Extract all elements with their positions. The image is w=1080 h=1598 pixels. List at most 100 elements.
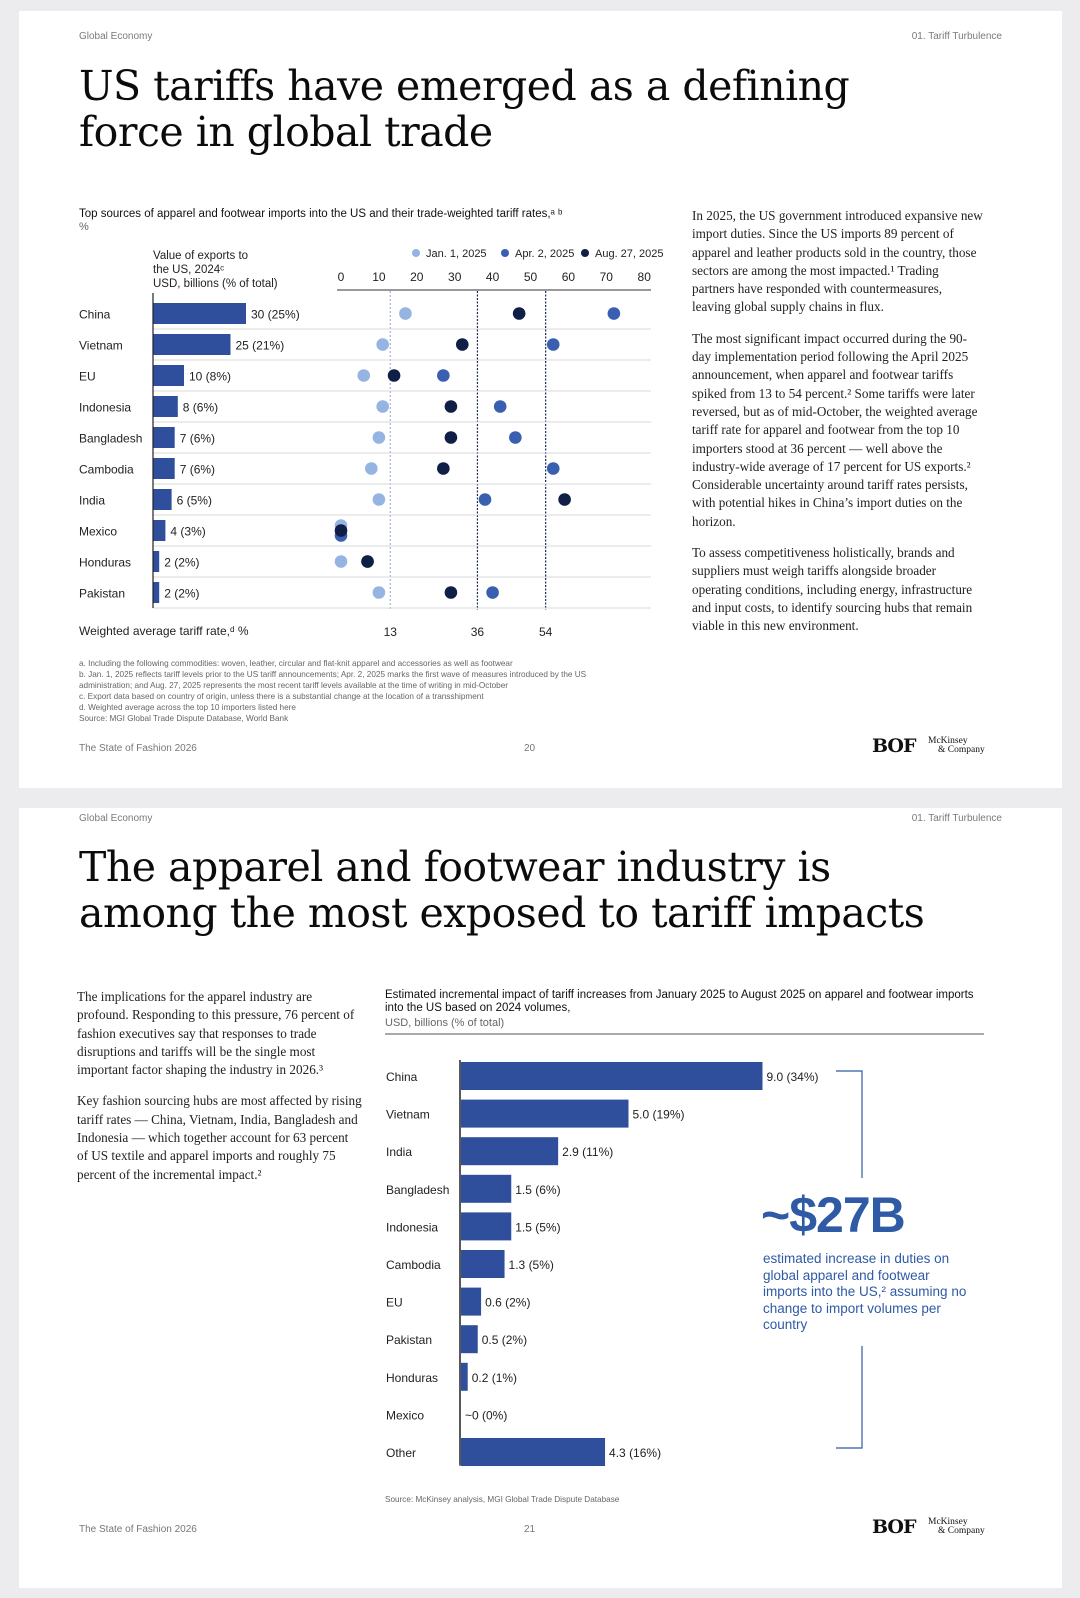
body-text: In 2025, the US government introduced ex…	[692, 207, 984, 649]
country-label: Pakistan	[79, 587, 125, 601]
footnote-b-cont: administration; and Aug. 27, 2025 repres…	[79, 681, 509, 690]
impact-value-label: 0.2 (1%)	[472, 1371, 517, 1385]
value-bar-eu	[153, 365, 184, 386]
body-text: The implications for the apparel industr…	[77, 988, 362, 1197]
value-bar-cambodia	[153, 458, 175, 479]
bof-logo: BOF	[872, 735, 916, 757]
country-label: Indonesia	[79, 401, 131, 415]
tariff-dot-pakistan-aug-27-2025	[444, 586, 458, 599]
country-label: Other	[386, 1446, 416, 1460]
country-label: Bangladesh	[79, 432, 142, 446]
publication-name: The State of Fashion 2026	[79, 743, 197, 754]
country-label: Vietnam	[386, 1108, 430, 1122]
bracket-upper	[836, 1070, 863, 1178]
mckinsey-logo: McKinsey & Company	[928, 1517, 985, 1536]
impact-chart: China 9.0 (34%) Vietnam 5.0 (19%) India 2.9 (…	[385, 1033, 984, 1466]
tariff-dot-vietnam-aug-27-2025	[455, 338, 469, 351]
report-page-21: Global Economy 01. Tariff Turbulence The…	[19, 808, 1062, 1588]
impact-value-label: 0.6 (2%)	[485, 1296, 530, 1310]
value-label: 8 (6%)	[183, 401, 218, 415]
country-label: EU	[386, 1296, 403, 1310]
country-label: EU	[79, 370, 96, 384]
legend-label-jan-1-2025: Jan. 1, 2025	[426, 248, 487, 260]
tariff-dot-eu-aug-27-2025	[387, 369, 401, 382]
country-label: Mexico	[386, 1408, 424, 1422]
tariff-dot-indonesia-jan-1-2025	[376, 400, 389, 413]
tariff-dot-china-jan-1-2025	[399, 307, 412, 320]
footnote-a: a. Including the following commodities: …	[79, 659, 513, 668]
x-tick-label: 70	[600, 270, 614, 284]
legend-marker-aug-27-2025	[581, 249, 589, 257]
country-label: Vietnam	[79, 339, 123, 353]
x-tick-label: 30	[448, 270, 462, 284]
x-tick-label: 60	[562, 270, 576, 284]
publication-name: The State of Fashion 2026	[79, 1524, 197, 1535]
value-label: 10 (8%)	[189, 370, 231, 384]
country-label: Cambodia	[386, 1258, 441, 1272]
bof-logo: BOF	[872, 1516, 916, 1538]
value-label: 6 (5%)	[177, 494, 212, 508]
footnote-d: d. Weighted average across the top 10 im…	[79, 703, 296, 712]
country-label: Mexico	[79, 525, 117, 539]
tariff-dot-india-apr-2-2025	[478, 493, 492, 506]
legend-label-apr-2-2025: Apr. 2, 2025	[515, 248, 574, 260]
chapter-label: 01. Tariff Turbulence	[911, 31, 1002, 42]
chart-title: Top sources of apparel and footwear impo…	[79, 208, 563, 220]
bracket-lower	[836, 1346, 863, 1449]
value-header-line-1: Value of exports to	[153, 250, 249, 262]
value-header-line-3: USD, billions (% of total)	[153, 278, 278, 290]
tariff-dot-honduras-jan-1-2025	[334, 555, 348, 568]
chart-unit: USD, billions (% of total)	[385, 1017, 505, 1029]
value-label: 7 (6%)	[180, 463, 215, 477]
impact-bar-indonesia	[461, 1212, 512, 1241]
tariff-dot-india-jan-1-2025	[372, 493, 386, 506]
tariff-dot-bangladesh-apr-2-2025	[509, 431, 522, 444]
value-bar-china	[153, 303, 246, 324]
country-label: India	[386, 1145, 412, 1159]
reference-value-54: 54	[539, 625, 553, 639]
impact-value-label: 1.5 (5%)	[515, 1220, 560, 1234]
impact-value-label: ~0 (0%)	[465, 1408, 507, 1422]
tariff-dot-china-apr-2-2025	[607, 307, 621, 320]
reference-value-36: 36	[471, 625, 485, 639]
impact-bar-india	[461, 1137, 559, 1166]
tariff-dot-indonesia-aug-27-2025	[444, 400, 458, 413]
legend-marker-jan-1-2025	[412, 249, 420, 257]
impact-value-label: 0.5 (2%)	[482, 1333, 527, 1347]
tariff-dot-bangladesh-jan-1-2025	[372, 431, 386, 444]
value-label: 2 (2%)	[164, 556, 199, 570]
tariff-dot-pakistan-jan-1-2025	[372, 586, 386, 599]
country-label: Bangladesh	[386, 1183, 449, 1197]
weighted-average-label: Weighted average tariff rate,ᵈ %	[79, 624, 249, 638]
tariff-chart: Jan. 1, 2025 Apr. 2, 2025 Aug. 27, 2025 0 10…	[79, 248, 664, 639]
tariff-dot-cambodia-aug-27-2025	[437, 462, 450, 475]
value-bar-bangladesh	[153, 427, 175, 448]
impact-value-label: 2.9 (11%)	[562, 1145, 613, 1159]
tariff-dot-cambodia-jan-1-2025	[365, 462, 378, 475]
x-tick-label: 0	[338, 270, 345, 284]
callout-text: estimated increase in duties on global a…	[763, 1251, 967, 1332]
tariff-dot-vietnam-apr-2-2025	[546, 338, 560, 351]
country-label: Indonesia	[386, 1220, 438, 1234]
chart-title: Estimated incremental impact of tariff i…	[385, 989, 974, 1014]
x-tick-label: 20	[410, 270, 424, 284]
value-bar-indonesia	[153, 396, 178, 417]
value-column-header: Value of exports to the US, 2024ᶜ USD, b…	[153, 249, 278, 291]
section-label: Global Economy	[79, 813, 153, 824]
footnotes: a. Including the following commodities: …	[79, 658, 679, 724]
country-label: Pakistan	[386, 1333, 432, 1347]
reference-value-13: 13	[384, 625, 398, 639]
impact-value-label: 4.3 (16%)	[609, 1446, 661, 1460]
impact-bar-other	[461, 1438, 606, 1466]
impact-bar-china	[461, 1062, 763, 1090]
impact-value-label: 1.5 (6%)	[515, 1183, 560, 1197]
impact-bar-vietnam	[461, 1099, 629, 1128]
footnote-c: c. Export data based on country of origi…	[79, 692, 484, 701]
tariff-dot-india-aug-27-2025	[558, 493, 571, 506]
callout-value: ~$27B	[761, 1187, 906, 1243]
tariff-dot-eu-apr-2-2025	[437, 369, 450, 382]
body-paragraph-1: The implications for the apparel industr…	[77, 989, 355, 1078]
tariff-dot-indonesia-apr-2-2025	[493, 400, 507, 413]
chart-unit: %	[79, 221, 89, 233]
footnote-source: Source: MGI Global Trade Dispute Databas…	[79, 714, 289, 723]
